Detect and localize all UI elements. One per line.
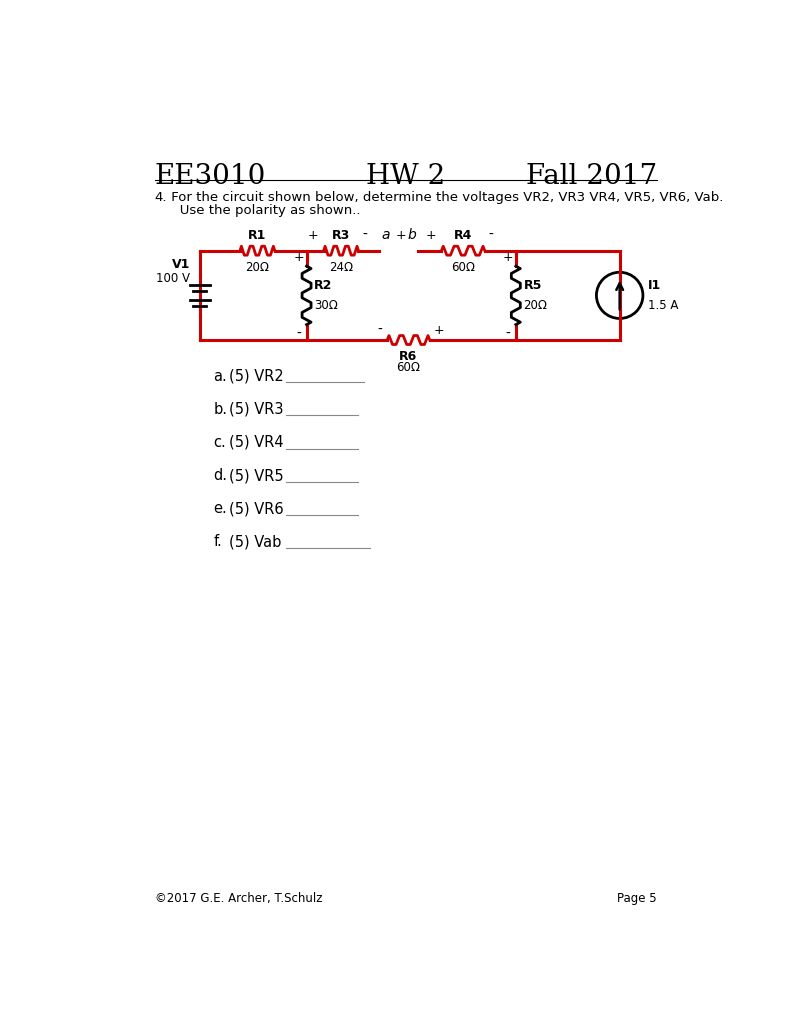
Text: -: - [505, 327, 510, 341]
Text: f.: f. [214, 535, 222, 549]
Text: (5) VR3: (5) VR3 [229, 401, 284, 417]
Text: R1: R1 [248, 229, 267, 243]
Text: R5: R5 [524, 279, 542, 292]
Text: Use the polarity as shown..: Use the polarity as shown.. [167, 204, 361, 217]
Text: 30Ω: 30Ω [314, 299, 339, 312]
Text: (5) VR2: (5) VR2 [229, 369, 284, 384]
Text: R4: R4 [454, 229, 472, 243]
Text: ©2017 G.E. Archer, T.Schulz: ©2017 G.E. Archer, T.Schulz [155, 892, 322, 905]
Text: +: + [308, 229, 318, 243]
Text: d.: d. [214, 468, 228, 483]
Text: 20Ω: 20Ω [524, 299, 547, 312]
Text: 24Ω: 24Ω [329, 261, 353, 273]
Text: I1: I1 [648, 279, 660, 292]
Text: -: - [377, 323, 382, 337]
Text: 20Ω: 20Ω [245, 261, 270, 273]
Text: a: a [382, 228, 390, 243]
Text: R2: R2 [314, 279, 333, 292]
Text: 60Ω: 60Ω [396, 360, 421, 374]
Text: -: - [489, 228, 494, 243]
Text: +: + [396, 229, 407, 243]
Text: For the circuit shown below, determine the voltages VR2, VR3 VR4, VR5, VR6, Vab.: For the circuit shown below, determine t… [167, 190, 724, 204]
Text: 100 V: 100 V [157, 272, 191, 286]
Text: (5) VR5: (5) VR5 [229, 468, 284, 483]
Text: a.: a. [214, 369, 227, 384]
Text: 4.: 4. [155, 190, 167, 204]
Text: 60Ω: 60Ω [451, 261, 475, 273]
Text: (5) VR4: (5) VR4 [229, 435, 284, 450]
Text: V1: V1 [172, 258, 191, 271]
Text: HW 2: HW 2 [365, 163, 445, 189]
Text: R6: R6 [399, 350, 418, 364]
Text: c.: c. [214, 435, 226, 450]
Text: e.: e. [214, 501, 227, 516]
Text: 1.5 A: 1.5 A [648, 299, 678, 312]
Text: b.: b. [214, 401, 228, 417]
Text: Page 5: Page 5 [617, 892, 657, 905]
Text: +: + [293, 251, 304, 264]
Text: (5) Vab: (5) Vab [229, 535, 282, 549]
Text: -: - [297, 327, 301, 341]
Text: (5) VR6: (5) VR6 [229, 501, 284, 516]
Text: Fall 2017: Fall 2017 [526, 163, 657, 189]
Text: EE3010: EE3010 [155, 163, 266, 189]
Text: +: + [433, 324, 445, 337]
Text: -: - [362, 228, 367, 243]
Text: +: + [503, 251, 513, 264]
Text: R3: R3 [332, 229, 350, 243]
Text: +: + [426, 229, 436, 243]
Text: b: b [407, 228, 416, 243]
